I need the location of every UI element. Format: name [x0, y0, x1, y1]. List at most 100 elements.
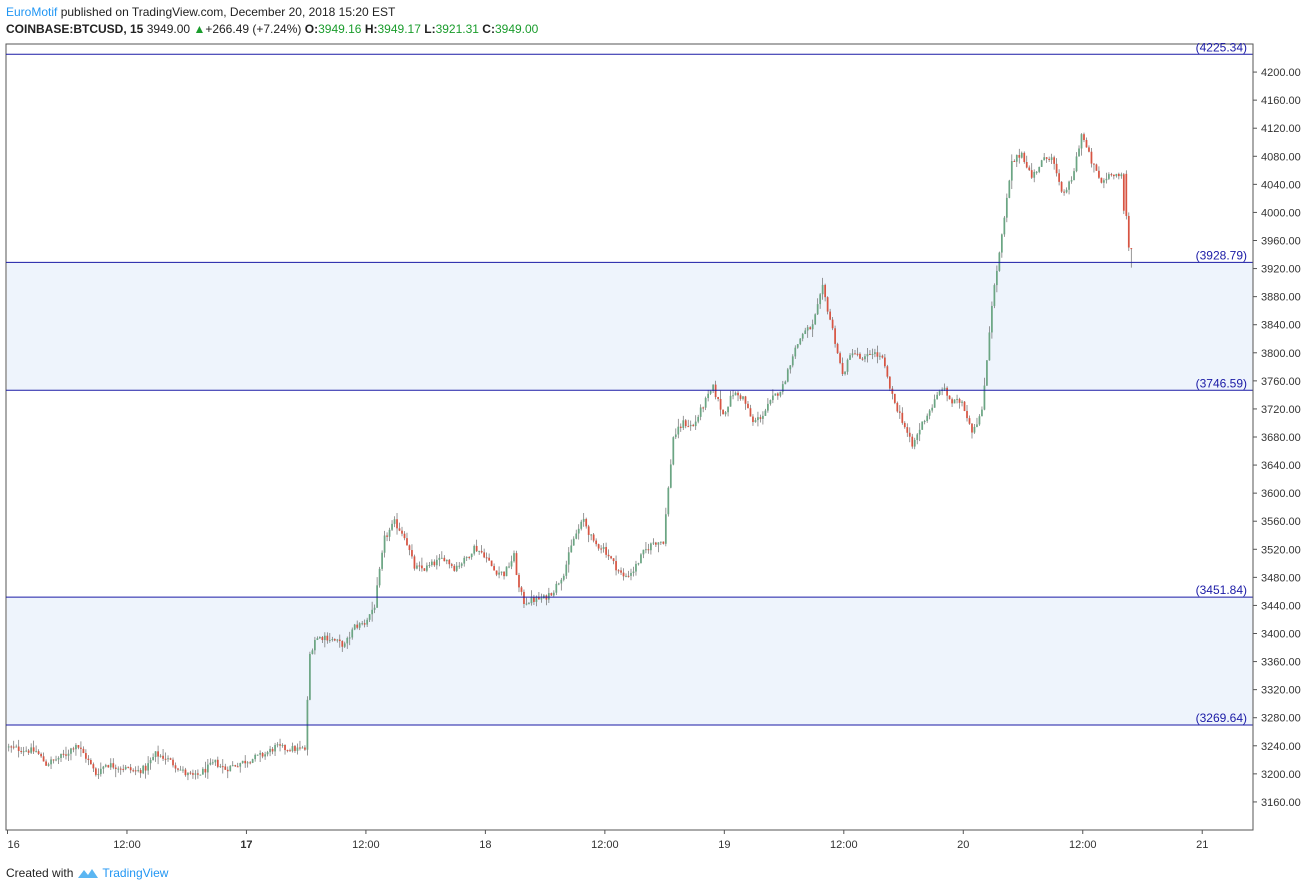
candle-body [192, 773, 194, 775]
candle-body [966, 410, 968, 419]
time-axis[interactable]: 16 12:00 17 12:00 18 12:00 19 12:00 20 12:00 21 [6, 830, 1208, 851]
candle-body [754, 420, 757, 423]
candle-body [657, 542, 660, 545]
candle-body [1023, 152, 1026, 162]
candle-body [916, 434, 919, 440]
candle-body [978, 416, 981, 425]
candle-body [122, 768, 125, 770]
candle-body [107, 765, 110, 768]
candle-body [97, 774, 100, 776]
candle-body [677, 426, 680, 435]
candle-body [699, 407, 702, 417]
x-tick-label: 20 [957, 839, 969, 851]
candle-body [971, 423, 973, 433]
y-tick-label: 3440.00 [1261, 600, 1301, 612]
candle-body [291, 746, 294, 752]
candle-body [881, 355, 884, 358]
candle-body [383, 535, 386, 553]
candle-body [570, 545, 573, 553]
candle-body [157, 751, 159, 757]
candle-body [408, 545, 411, 551]
candle-body [386, 535, 388, 537]
candle-body [801, 333, 804, 339]
candle-body [839, 353, 841, 363]
candle-body [450, 564, 453, 566]
candle-body [77, 745, 80, 748]
tradingview-brand-link[interactable]: TradingView [77, 866, 168, 880]
candle-body [152, 757, 154, 761]
candle-body [752, 416, 754, 423]
candle-body [936, 394, 939, 400]
candle-body [231, 765, 234, 767]
candle-body [50, 759, 52, 765]
candle-body [162, 755, 164, 759]
candle-body [1070, 180, 1073, 182]
candle-body [343, 643, 346, 647]
candle-body [356, 624, 359, 628]
y-tick-label: 3720.00 [1261, 404, 1301, 416]
candle-body [1008, 180, 1011, 198]
candle-body [689, 424, 692, 427]
candle-body [376, 585, 378, 608]
candle-body [1068, 181, 1070, 190]
y-tick-label: 4200.00 [1261, 67, 1301, 79]
candle-body [826, 297, 829, 312]
candle-body [453, 565, 456, 571]
candle-body [911, 436, 914, 447]
candle-body [674, 434, 677, 438]
candle-body [739, 395, 742, 399]
candle-body [234, 765, 237, 767]
y-tick-label: 3760.00 [1261, 376, 1301, 388]
candle-body [438, 557, 441, 560]
y-tick-label: 3360.00 [1261, 657, 1301, 669]
candle-body [846, 359, 849, 372]
candle-body [1053, 157, 1055, 164]
candle-body [961, 401, 963, 403]
candle-body [1030, 170, 1033, 178]
y-tick-label: 3560.00 [1261, 516, 1301, 528]
candle-body [266, 752, 269, 755]
candle-body [393, 519, 396, 524]
candle-body [194, 773, 197, 775]
open-value: 3949.16 [318, 22, 362, 36]
candle-body [627, 575, 630, 577]
candle-body [659, 541, 662, 543]
candle-body [309, 653, 311, 700]
candle-body [316, 638, 319, 641]
candle-body [22, 751, 25, 753]
candle-body [819, 294, 822, 305]
low-value: 3921.31 [435, 22, 479, 36]
candle-body [530, 597, 533, 604]
candle-body [403, 533, 406, 539]
candle-body [896, 402, 899, 412]
candle-body [281, 744, 284, 746]
candle-body [918, 429, 921, 435]
candle-body [901, 412, 904, 423]
y-tick-label: 4040.00 [1261, 179, 1301, 191]
candle-body [993, 285, 996, 306]
candle-body [1130, 248, 1133, 250]
candle-body [898, 411, 901, 413]
candle-body [789, 365, 792, 370]
zone-1 [7, 597, 1253, 725]
price-axis[interactable]: 3160.00 3200.00 3240.00 3280.00 3320.00 3360.… [1253, 67, 1301, 809]
candle-body [326, 635, 329, 641]
candle-body [983, 385, 986, 410]
candle-body [622, 572, 625, 577]
candle-body [99, 768, 102, 775]
candle-body [876, 352, 879, 357]
y-tick-label: 3320.00 [1261, 685, 1301, 697]
candle-body [1083, 134, 1085, 141]
candle-body [134, 770, 137, 772]
y-tick-label: 3840.00 [1261, 320, 1301, 332]
y-tick-label: 3600.00 [1261, 488, 1301, 500]
candle-body [769, 400, 772, 404]
candle-body [597, 544, 600, 549]
author-link[interactable]: EuroMotif [6, 5, 58, 19]
candle-body [1060, 181, 1063, 192]
candle-body [849, 355, 851, 360]
candle-body [440, 557, 443, 559]
candle-body [381, 552, 383, 569]
candle-body [635, 563, 637, 572]
